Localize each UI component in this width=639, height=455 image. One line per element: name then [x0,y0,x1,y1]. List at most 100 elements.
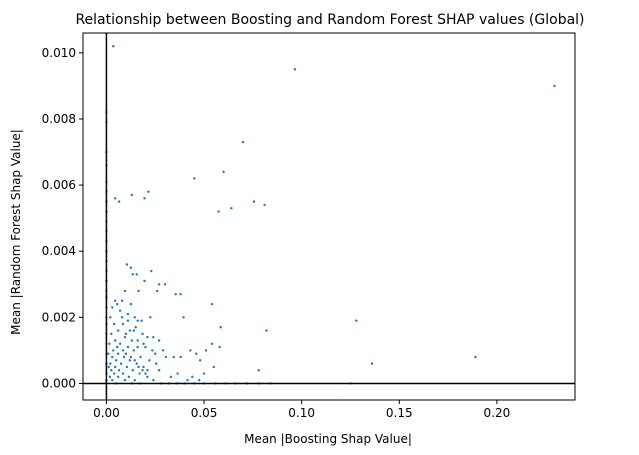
data-point [114,339,117,342]
data-point [141,332,144,336]
data-point [124,332,128,336]
x-tick-label: 0.20 [484,406,511,420]
data-point [186,378,189,382]
data-point [123,378,127,382]
data-point [219,326,222,329]
data-point [151,349,154,352]
data-point [164,355,168,359]
plot-frame [82,32,576,401]
data-point [124,352,128,355]
x-tick-label: 0.15 [386,406,413,420]
y-tick-label: 0.002 [42,310,76,324]
data-point [202,372,206,375]
data-point [120,299,124,303]
data-point [126,319,130,322]
data-point [146,375,149,379]
data-point [212,365,216,369]
data-point [126,345,130,349]
data-point [116,329,120,332]
data-point [131,273,134,276]
data-point [123,289,127,293]
data-point [114,365,117,369]
data-point [114,359,118,362]
data-point [125,263,129,266]
data-point [133,316,136,319]
data-point [118,309,122,312]
data-point [143,279,146,283]
plot-area [82,32,576,401]
y-tick-label: 0.004 [42,244,76,258]
data-point [128,329,132,332]
data-point [115,302,119,306]
data-point [111,355,114,359]
data-point [130,339,134,342]
data-point [129,302,133,306]
data-point [115,345,119,349]
data-point [127,375,131,379]
data-point [144,345,147,349]
data-point [149,316,152,319]
data-point [119,362,123,365]
data-point [138,372,141,375]
data-point [157,369,161,372]
data-point [147,190,150,193]
data-point [133,359,136,362]
x-tick-label: 0.00 [93,406,120,420]
data-point [114,197,117,200]
chart-title: Relationship between Boosting and Random… [75,12,584,28]
data-point [163,283,167,286]
data-point [125,365,129,369]
data-point [370,362,374,365]
data-point [204,349,208,352]
data-point [222,170,225,174]
y-axis-ticks: 0.000 0.002 0.004 0.006 0.008 0.010 [42,46,83,390]
data-point [129,266,133,269]
data-point [137,365,140,369]
x-axis-label: Mean |Boosting Shap Value| [244,432,412,446]
data-point [108,375,112,379]
data-point [118,342,122,345]
data-point [355,319,358,322]
data-point [133,378,136,382]
data-point [155,289,159,293]
data-point [172,355,175,359]
data-point [474,355,477,359]
data-point [129,355,133,359]
data-point [121,349,125,352]
data-point [117,200,121,203]
y-tick-label: 0.010 [42,46,76,60]
data-point [179,293,182,296]
data-point [113,372,116,375]
data-point [128,359,132,362]
data-point [230,207,233,210]
data-point [197,378,201,382]
y-tick-label: 0.006 [42,178,76,192]
x-tick-label: 0.05 [191,406,218,420]
data-point [112,349,115,352]
data-point [174,293,177,296]
data-point [210,342,214,345]
data-point [107,352,110,355]
data-point [139,355,142,359]
data-point [146,335,149,339]
data-point [146,369,149,372]
data-point [148,359,151,362]
data-point [109,316,112,319]
data-point [141,369,144,372]
data-point [107,365,110,369]
data-point [152,335,155,339]
data-point [179,355,182,359]
data-point [137,289,140,293]
data-point [218,345,221,349]
data-point [257,369,260,372]
data-point [176,372,179,375]
data-point [113,322,116,326]
data-point [116,352,120,355]
data-point [132,329,135,332]
y-axis-label: Mean |Random Forest Shap Value| [9,129,23,335]
data-point [123,335,127,339]
data-point [136,319,139,322]
data-point [210,302,214,306]
data-point [293,68,297,71]
